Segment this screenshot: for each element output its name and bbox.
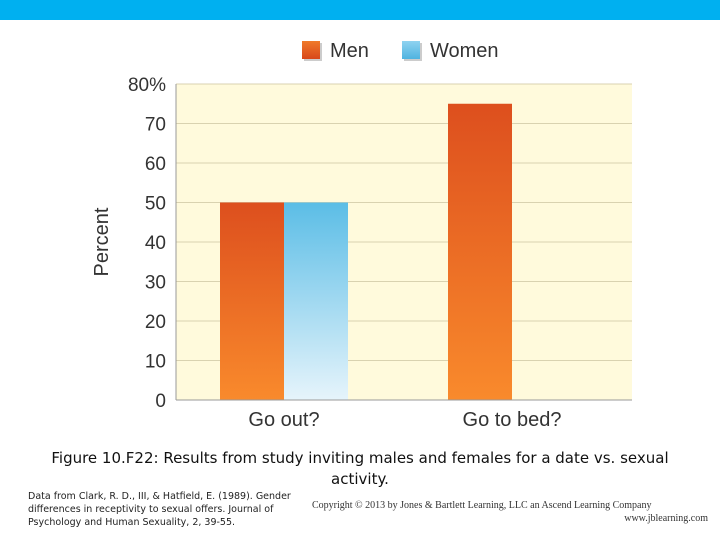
top-accent-bar [0, 0, 720, 20]
y-tick-label: 60 [145, 154, 166, 175]
bar-women-1 [284, 202, 348, 400]
legend-swatch-women [402, 41, 420, 59]
legend-label-women: Women [430, 40, 499, 62]
legend-swatch-men [302, 41, 320, 59]
y-tick-label: 70 [145, 115, 166, 136]
y-tick-label: 50 [145, 194, 166, 215]
legend-label-men: Men [330, 40, 369, 62]
data-source-note: Data from Clark, R. D., III, & Hatfield,… [28, 491, 291, 528]
figure-caption: Figure 10.F22: Results from study inviti… [51, 449, 669, 488]
x-tick-label: Go to bed? [463, 409, 562, 431]
y-tick-label: 30 [145, 273, 166, 294]
copyright-line: Copyright © 2013 by Jones & Bartlett Lea… [312, 500, 652, 511]
y-tick-label: 10 [145, 352, 166, 373]
y-axis-ticks: 0 10 20 30 40 50 60 70 80% [128, 75, 166, 412]
legend: Men Women [302, 40, 499, 62]
bars [220, 103, 512, 400]
publisher-url: www.jblearning.com [624, 513, 708, 524]
x-axis-ticks: Go out? Go to bed? [248, 409, 561, 431]
copyright-notice: Copyright © 2013 by Jones & Bartlett Lea… [312, 499, 708, 525]
y-axis-label: Percent [91, 207, 113, 276]
y-tick-label: 80% [128, 75, 166, 96]
y-tick-label: 20 [145, 312, 166, 333]
x-tick-label: Go out? [248, 409, 319, 431]
y-tick-label: 40 [145, 233, 166, 254]
bar-chart: 0 10 20 30 40 50 60 70 80% Go out? Go to bed? Per… [91, 40, 632, 431]
y-tick-label: 0 [155, 391, 166, 412]
bar-men-2 [448, 103, 512, 400]
bar-men-1 [220, 202, 284, 400]
